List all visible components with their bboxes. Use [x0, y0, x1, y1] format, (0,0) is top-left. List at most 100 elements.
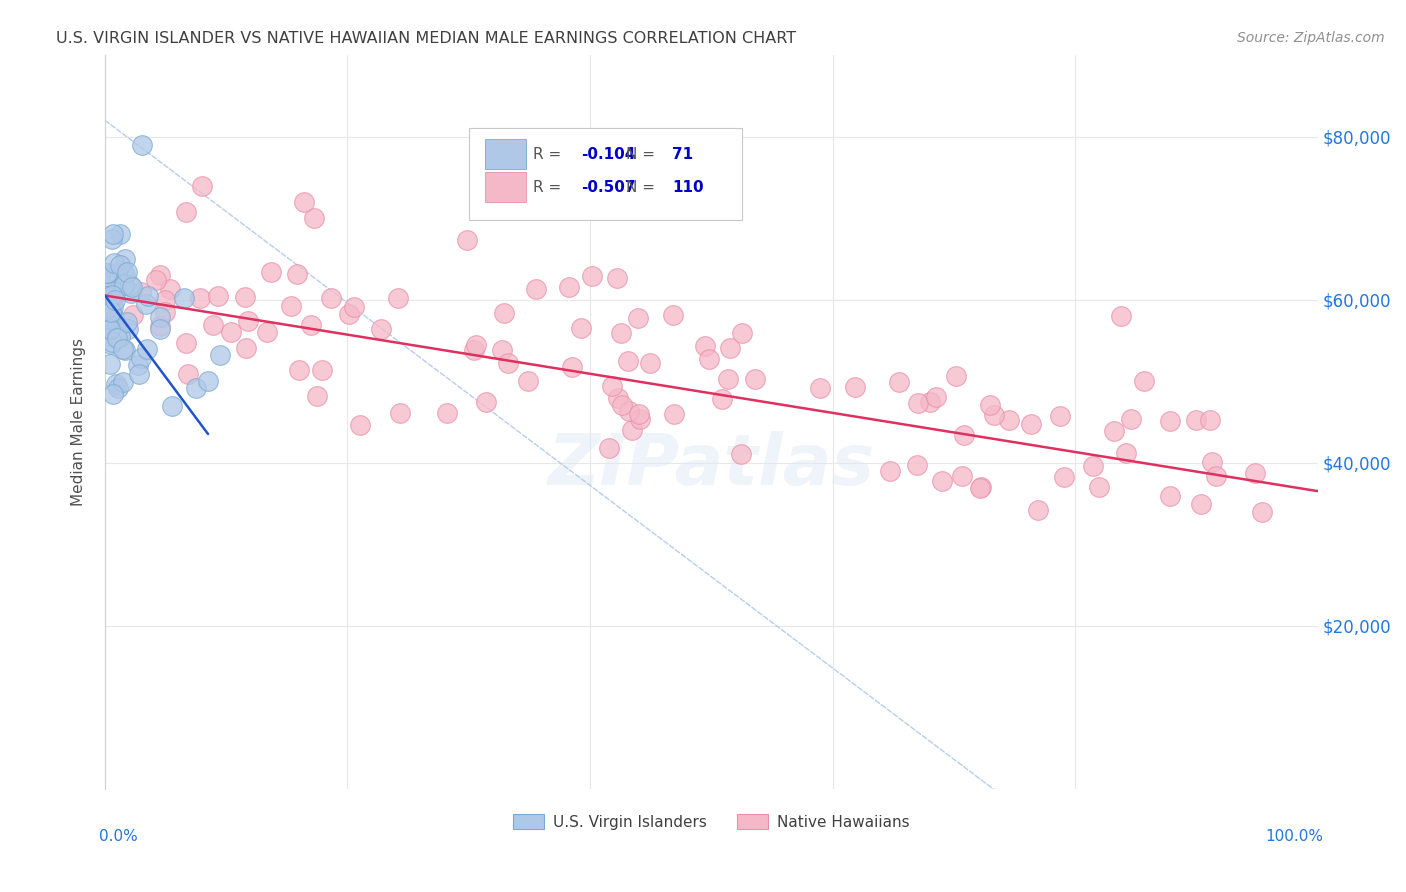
Point	[103, 300, 125, 314]
Point	[697, 352, 720, 367]
Point	[112, 342, 135, 356]
Point	[598, 441, 620, 455]
Point	[103, 289, 125, 303]
Point	[1133, 374, 1156, 388]
Point	[1021, 417, 1043, 432]
Point	[456, 233, 478, 247]
Point	[1201, 455, 1223, 469]
Point	[114, 268, 136, 283]
Point	[111, 375, 134, 389]
Point	[617, 403, 640, 417]
Text: 71: 71	[672, 146, 693, 161]
Point	[628, 412, 651, 426]
Point	[494, 306, 516, 320]
Point	[931, 475, 953, 489]
Point	[516, 375, 538, 389]
Point	[98, 309, 121, 323]
Point	[188, 291, 211, 305]
Point	[159, 282, 181, 296]
Point	[148, 268, 170, 282]
Point	[983, 409, 1005, 423]
Point	[299, 318, 322, 332]
Point	[621, 423, 644, 437]
Point	[100, 232, 122, 246]
Point	[569, 321, 592, 335]
Point	[389, 406, 412, 420]
Point	[610, 398, 633, 412]
Point	[108, 227, 131, 242]
Point	[103, 256, 125, 270]
Point	[907, 396, 929, 410]
Point	[465, 338, 488, 352]
Point	[127, 358, 149, 372]
Point	[1159, 489, 1181, 503]
Point	[100, 311, 122, 326]
Point	[98, 315, 121, 329]
Point	[153, 293, 176, 308]
Point	[491, 343, 513, 357]
Point	[844, 380, 866, 394]
Point	[184, 381, 207, 395]
Point	[370, 322, 392, 336]
Point	[128, 367, 150, 381]
Point	[177, 367, 200, 381]
Point	[337, 307, 360, 321]
FancyBboxPatch shape	[468, 128, 741, 220]
Point	[105, 316, 128, 330]
Point	[148, 318, 170, 333]
Point	[117, 322, 139, 336]
Point	[121, 279, 143, 293]
Point	[103, 310, 125, 324]
Point	[662, 309, 685, 323]
Point	[695, 339, 717, 353]
Point	[105, 266, 128, 280]
Text: 110: 110	[672, 179, 704, 194]
Point	[945, 368, 967, 383]
Point	[108, 258, 131, 272]
Point	[256, 326, 278, 340]
Point	[131, 137, 153, 152]
Point	[627, 310, 650, 325]
Point	[979, 398, 1001, 412]
Point	[730, 447, 752, 461]
Point	[731, 326, 754, 341]
Text: Source: ZipAtlas.com: Source: ZipAtlas.com	[1237, 31, 1385, 45]
Point	[387, 291, 409, 305]
Point	[280, 299, 302, 313]
Point	[120, 286, 142, 301]
Point	[191, 178, 214, 193]
Point	[122, 308, 145, 322]
Point	[100, 305, 122, 319]
Point	[100, 337, 122, 351]
Point	[96, 329, 118, 343]
Point	[96, 297, 118, 311]
Point	[209, 348, 232, 362]
Point	[610, 326, 633, 340]
Point	[1081, 458, 1104, 473]
Text: ZIPatlas: ZIPatlas	[547, 432, 875, 500]
Point	[343, 300, 366, 314]
Point	[96, 329, 118, 343]
Point	[606, 392, 628, 406]
Point	[1053, 469, 1076, 483]
Point	[101, 334, 124, 349]
Text: U.S. VIRGIN ISLANDER VS NATIVE HAWAIIAN MEDIAN MALE EARNINGS CORRELATION CHART: U.S. VIRGIN ISLANDER VS NATIVE HAWAIIAN …	[56, 31, 796, 46]
Point	[321, 291, 343, 305]
Point	[1244, 466, 1267, 480]
Point	[129, 285, 152, 300]
Point	[173, 291, 195, 305]
Point	[260, 265, 283, 279]
Point	[744, 372, 766, 386]
Point	[664, 408, 686, 422]
Point	[1199, 413, 1222, 427]
Point	[105, 377, 128, 392]
Point	[302, 211, 325, 226]
Point	[311, 362, 333, 376]
Point	[108, 329, 131, 343]
Point	[1250, 505, 1272, 519]
Point	[120, 278, 142, 293]
Point	[969, 481, 991, 495]
Point	[107, 381, 129, 395]
Point	[115, 315, 138, 329]
Point	[1205, 469, 1227, 483]
